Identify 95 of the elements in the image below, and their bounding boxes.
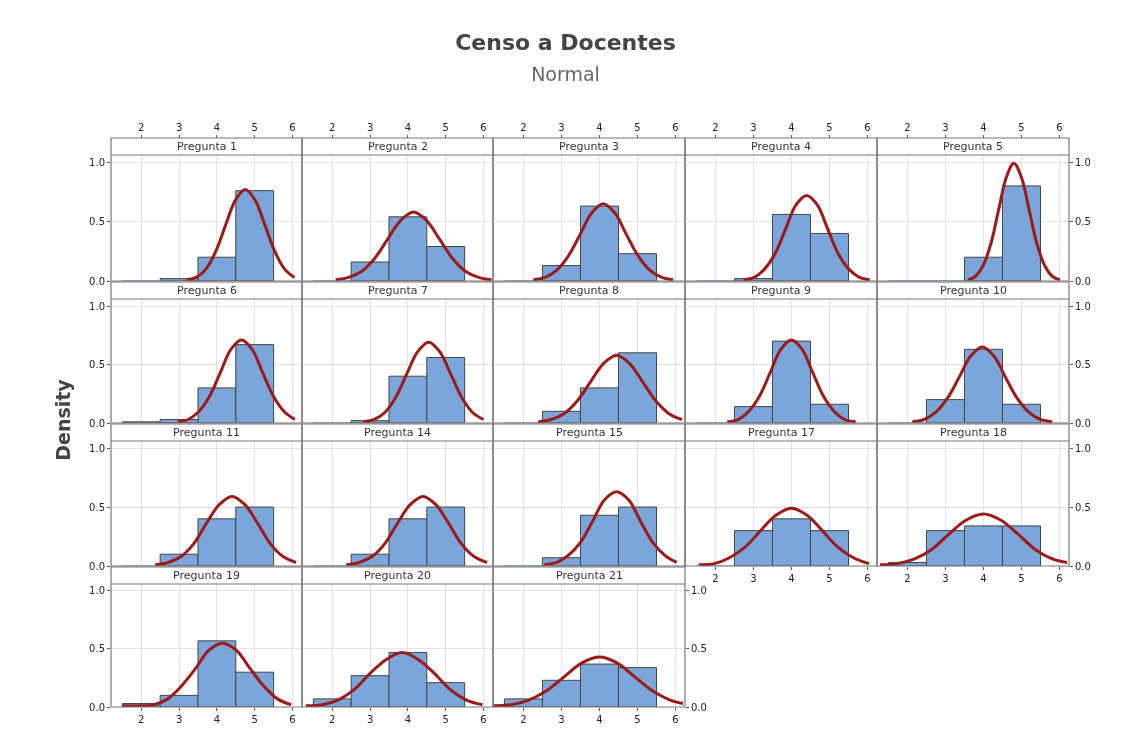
x-tick-label: 5	[826, 573, 833, 584]
chart-title: Pregunta 4	[751, 140, 811, 153]
x-tick-label: 6	[480, 122, 487, 133]
y-tick-label: 1.0	[89, 156, 105, 168]
chart-title: Pregunta 17	[748, 426, 815, 439]
x-tick-label: 6	[480, 714, 487, 725]
x-tick-label: 3	[558, 714, 565, 725]
y-tick-label: 1.0	[89, 442, 105, 454]
y-tick-label: 0.5	[1075, 501, 1091, 513]
x-tick-label: 6	[289, 714, 296, 725]
y-tick-label: 0.0	[1075, 275, 1091, 287]
x-tick-label: 5	[251, 714, 258, 725]
y-tick-label: 0.5	[89, 501, 105, 513]
x-tick-label: 5	[1018, 122, 1025, 133]
chart-title: Pregunta 5	[943, 140, 1003, 153]
x-tick-label: 2	[138, 714, 145, 725]
x-tick-label: 2	[329, 122, 336, 133]
x-tick-label: 6	[289, 122, 296, 133]
chart-title: Pregunta 14	[364, 426, 431, 439]
y-tick-label: 1.0	[691, 585, 707, 597]
x-tick-label: 2	[520, 122, 527, 133]
y-tick-label: 1.0	[89, 585, 105, 597]
x-tick-label: 5	[442, 122, 449, 133]
chart-title: Pregunta 21	[556, 569, 623, 582]
x-tick-label: 3	[942, 122, 949, 133]
y-tick-label: 1.0	[1075, 156, 1091, 168]
x-tick-label: 2	[904, 573, 911, 584]
x-tick-label: 4	[980, 122, 987, 133]
x-tick-label: 3	[175, 122, 183, 133]
x-tick-label: 5	[826, 122, 833, 133]
x-tick-label: 2	[904, 122, 911, 133]
x-tick-label: 6	[864, 122, 871, 133]
chart-title: Pregunta 3	[559, 140, 619, 153]
y-tick-label: 0.0	[1075, 560, 1091, 572]
x-tick-label: 3	[942, 573, 949, 584]
x-tick-label: 3	[366, 714, 374, 725]
y-tick-label: 0.5	[89, 643, 105, 655]
text: Normal	[530, 63, 601, 85]
x-tick-label: 6	[672, 122, 679, 133]
x-tick-label: 4	[404, 714, 412, 725]
x-tick-label: 4	[213, 122, 221, 133]
x-tick-label: 4	[404, 122, 412, 133]
x-tick-label: 6	[864, 573, 871, 584]
x-tick-label: 3	[366, 122, 374, 133]
x-tick-label: 5	[1018, 573, 1025, 584]
x-tick-label: 4	[788, 573, 795, 584]
x-tick-label: 5	[634, 714, 641, 725]
y-tick-label: 0.5	[1075, 216, 1091, 228]
chart-title: Pregunta 11	[173, 426, 240, 439]
x-tick-label: 3	[558, 122, 565, 133]
chart-title: Pregunta 1	[177, 140, 237, 153]
chart-title: Pregunta 18	[940, 426, 1007, 439]
x-tick-label: 3	[750, 573, 757, 584]
x-tick-label: 6	[672, 714, 679, 725]
x-tick-label: 5	[251, 122, 258, 133]
x-tick-label: 3	[750, 122, 757, 133]
y-tick-label: 1.0	[1075, 442, 1091, 454]
x-tick-label: 6	[1056, 122, 1063, 133]
x-tick-label: 2	[712, 122, 719, 133]
x-tick-label: 2	[712, 573, 719, 584]
x-tick-label: 4	[596, 122, 603, 133]
chart-title: Pregunta 2	[368, 140, 428, 153]
y-tick-label: 1.0	[1075, 300, 1091, 312]
chart-title: Pregunta 20	[364, 569, 431, 582]
x-tick-label: 4	[596, 714, 603, 725]
x-tick-label: 5	[442, 714, 449, 725]
x-tick-label: 3	[175, 714, 183, 725]
y-tick-label: 0.5	[691, 643, 707, 655]
chart-title: Pregunta 8	[559, 284, 619, 297]
y-tick-label: 0.0	[89, 560, 105, 572]
x-tick-label: 2	[138, 122, 145, 133]
y-tick-label: 0.0	[89, 701, 105, 713]
text: Censo a Docentes	[454, 30, 677, 55]
y-tick-label: 0.5	[89, 216, 105, 228]
x-tick-label: 5	[634, 122, 641, 133]
x-tick-label: 2	[520, 714, 527, 725]
y-tick-label: 0.5	[1075, 359, 1091, 371]
chart-title: Pregunta 15	[556, 426, 623, 439]
chart-title: Pregunta 6	[177, 284, 237, 297]
y-tick-label: 0.5	[89, 359, 105, 371]
y-tick-label: 0.0	[1075, 417, 1091, 429]
x-tick-label: 2	[329, 714, 336, 725]
y-tick-label: 0.0	[691, 701, 707, 713]
y-tick-label: 0.0	[89, 417, 105, 429]
x-tick-label: 6	[1056, 573, 1063, 584]
x-tick-label: 4	[788, 122, 795, 133]
y-tick-label: 0.0	[89, 275, 105, 287]
chart-title: Pregunta 10	[940, 284, 1007, 297]
x-tick-label: 4	[980, 573, 987, 584]
x-tick-label: 4	[213, 714, 221, 725]
y-tick-label: 1.0	[89, 300, 105, 312]
text: Density	[52, 379, 74, 461]
chart-title: Pregunta 9	[751, 284, 811, 297]
chart-title: Pregunta 19	[173, 569, 240, 582]
chart-title: Pregunta 7	[368, 284, 428, 297]
